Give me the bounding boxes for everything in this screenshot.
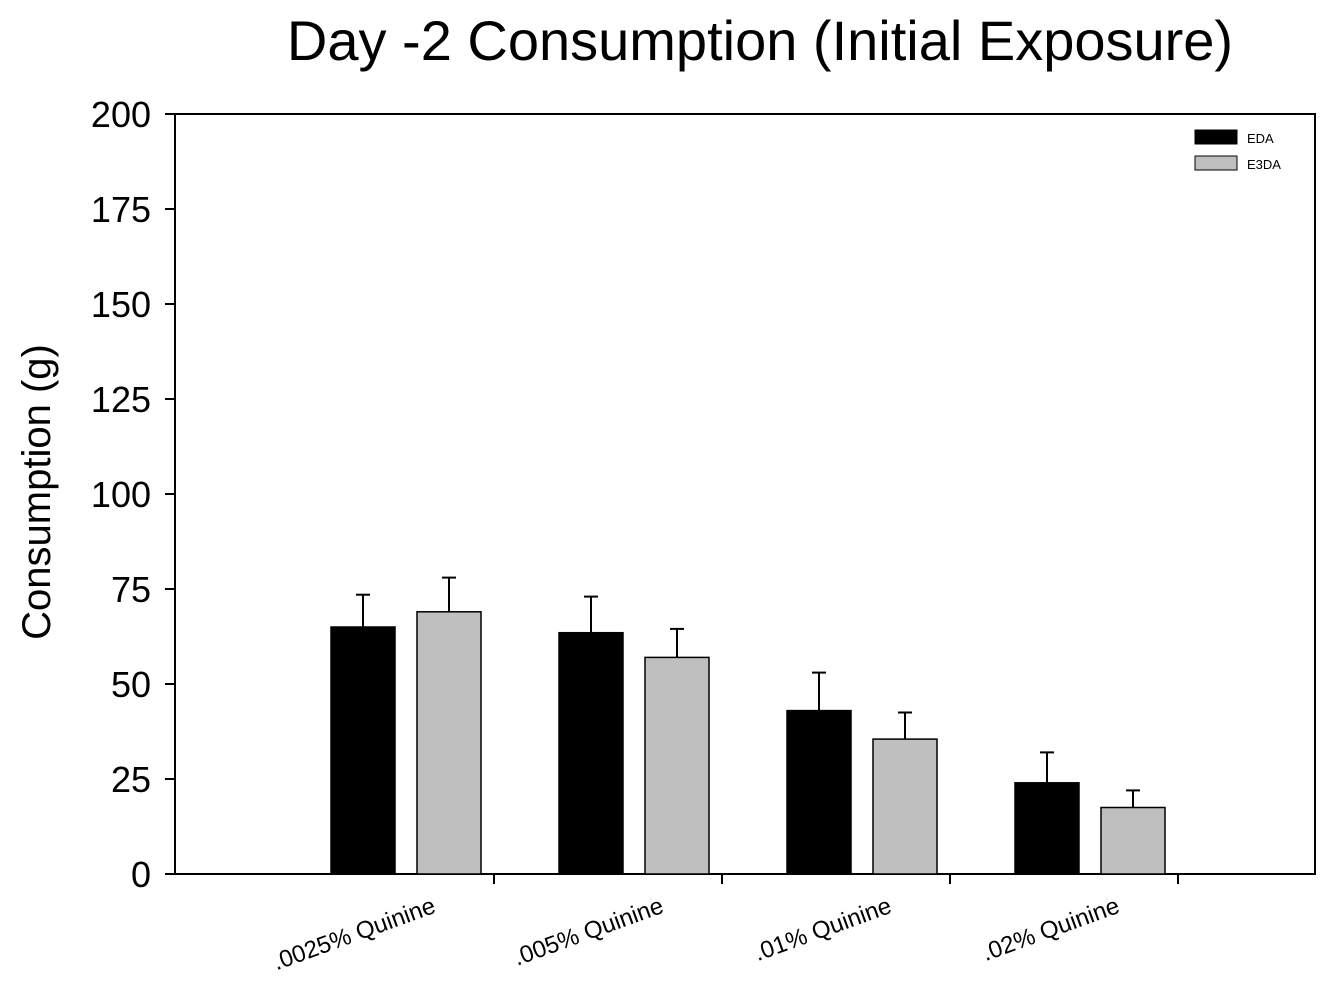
bar-e3da bbox=[416, 611, 482, 875]
y-axis-label: Consumption (g) bbox=[15, 344, 59, 640]
x-axis: .0025% Quinine .005% Quinine .01% Quinine.… bbox=[269, 874, 1179, 976]
x-tick-label: .005% Quinine bbox=[510, 892, 667, 971]
y-tick-label: 75 bbox=[111, 569, 151, 610]
y-tick-label: 175 bbox=[91, 189, 151, 230]
y-tick-label: 50 bbox=[111, 664, 151, 705]
x-tick-label: .01% Quinine bbox=[750, 892, 895, 967]
legend-label: E3DA bbox=[1247, 157, 1281, 172]
x-tick-label: .0025% Quinine bbox=[269, 892, 439, 976]
x-tick-label: .02% Quinine bbox=[978, 892, 1123, 967]
bar-eda bbox=[786, 709, 852, 875]
bar-e3da bbox=[872, 738, 938, 875]
y-tick-label: 25 bbox=[111, 759, 151, 800]
legend-swatch bbox=[1194, 129, 1238, 145]
bar-e3da bbox=[644, 656, 710, 875]
bar-eda bbox=[558, 631, 624, 875]
y-tick-label: 0 bbox=[131, 854, 151, 895]
legend-swatch bbox=[1194, 155, 1238, 171]
bars-layer bbox=[330, 576, 1166, 875]
y-tick-label: 200 bbox=[91, 94, 151, 135]
legend-label: EDA bbox=[1247, 131, 1274, 146]
chart-title: Day -2 Consumption (Initial Exposure) bbox=[287, 9, 1233, 72]
y-tick-label: 125 bbox=[91, 379, 151, 420]
y-tick-label: 150 bbox=[91, 284, 151, 325]
bar-eda bbox=[330, 626, 396, 875]
y-tick-label: 100 bbox=[91, 474, 151, 515]
bar-e3da bbox=[1100, 806, 1166, 875]
bar-eda bbox=[1014, 782, 1080, 875]
legend: EDA E3DA bbox=[1194, 129, 1281, 172]
y-axis: 0 25 50 75 100 125 150 175 200 bbox=[91, 94, 175, 895]
